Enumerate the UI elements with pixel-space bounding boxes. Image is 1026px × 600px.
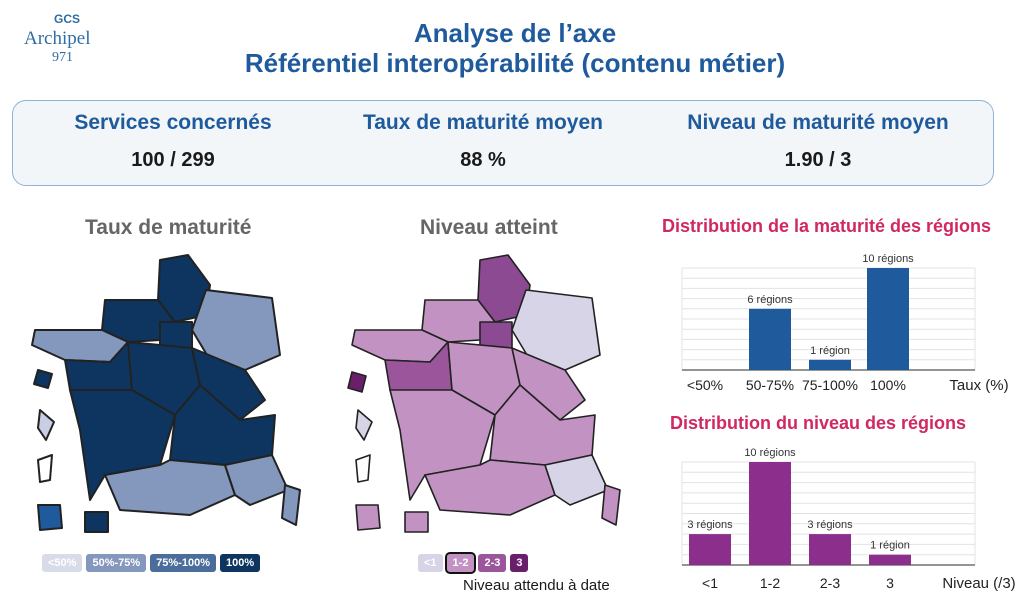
kpi-taux-maturite: Taux de maturité moyen 88 % — [333, 101, 633, 185]
kpi-panel: Services concernés 100 / 299 Taux de mat… — [12, 100, 994, 186]
kpi-label: Services concernés — [74, 111, 272, 134]
logo-gcs-text: GCS — [54, 12, 81, 26]
x-tick-label: 2-3 — [820, 575, 840, 591]
legend-chip-75-100: 75%-100% — [150, 554, 216, 572]
region-paca — [544, 454, 609, 506]
region-ile-de-france — [479, 321, 513, 349]
x-tick-label: 100% — [870, 377, 906, 393]
legend-chip-100: 100% — [219, 554, 261, 572]
x-tick-label: 50-75% — [746, 377, 794, 393]
bar — [689, 534, 731, 565]
x-tick-label: 3 — [886, 575, 894, 591]
region-corse — [601, 484, 621, 526]
data-label: 10 régions — [862, 253, 914, 265]
legend-chip-3: 3 — [510, 554, 529, 572]
bar — [809, 359, 851, 370]
maturity-map — [31, 254, 301, 533]
bar — [809, 534, 851, 565]
chart1-title: Distribution de la maturité des régions — [662, 216, 992, 236]
region-corse — [281, 484, 301, 526]
kpi-services: Services concernés 100 / 299 — [33, 101, 313, 185]
data-label: 1 région — [810, 345, 850, 357]
kpi-value: 88 % — [460, 149, 506, 171]
legend-chip-lt1: <1 — [418, 554, 443, 572]
expected-level-note: Niveau attendu à date — [463, 577, 610, 594]
kpi-niveau-maturite: Niveau de maturité moyen 1.90 / 3 — [653, 101, 983, 185]
page-title-line2: Référentiel interopérabilité (contenu mé… — [244, 48, 786, 78]
region-martinique — [355, 409, 373, 441]
legend-chip-1-2: 1-2 — [444, 552, 477, 574]
region-bourgogne — [191, 347, 266, 421]
level-legend: <1 1-2 2-3 3 — [418, 552, 529, 574]
kpi-label: Niveau de maturité moyen — [687, 111, 949, 134]
x-axis-label: Niveau (/3) — [942, 575, 1015, 592]
region-reunion — [37, 504, 63, 531]
region-reunion — [355, 504, 381, 531]
region-mayotte — [84, 511, 109, 533]
region-guyane — [37, 454, 53, 483]
level-map-title: Niveau atteint — [420, 216, 558, 239]
region-mayotte — [404, 511, 429, 533]
gcs-archipel-logo: GCS Archipel 971 — [22, 12, 114, 72]
maturity-distribution-chart: <50% 6 régions 50-75% 1 région 75-100% 10 rég… — [681, 253, 1009, 394]
bar — [749, 462, 791, 565]
x-tick-label: <1 — [702, 575, 718, 591]
region-bourgogne — [511, 347, 586, 421]
data-label: 10 régions — [744, 447, 796, 459]
maturity-legend: <50% 50%-75% 75%-100% 100% — [42, 554, 261, 572]
logo-number-text: 971 — [52, 50, 73, 65]
bar — [749, 308, 791, 370]
legend-chip-lt50: <50% — [42, 554, 83, 572]
bar — [867, 268, 909, 370]
page-title-line1: Analyse de l’axe — [413, 18, 617, 48]
x-tick-label: 1-2 — [760, 575, 780, 591]
x-axis-label: Taux (%) — [949, 377, 1008, 394]
region-guyane — [355, 454, 371, 483]
region-paca — [224, 454, 289, 506]
region-guadeloupe — [347, 371, 367, 393]
legend-chip-2-3: 2-3 — [478, 554, 507, 572]
x-tick-label: 75-100% — [802, 377, 858, 393]
logo-name-text: Archipel — [24, 28, 91, 49]
level-map — [347, 254, 621, 533]
kpi-value: 100 / 299 — [131, 149, 215, 171]
region-ile-de-france — [159, 321, 193, 349]
kpi-label: Taux de maturité moyen — [362, 111, 603, 134]
kpi-value: 1.90 / 3 — [784, 149, 852, 171]
chart2-title: Distribution du niveau des régions — [670, 413, 967, 433]
legend-chip-50-75: 50%-75% — [86, 554, 147, 572]
data-label: 6 régions — [747, 294, 793, 306]
data-label: 3 régions — [807, 519, 853, 531]
region-guadeloupe — [33, 369, 53, 389]
region-martinique — [37, 409, 55, 441]
level-distribution-chart: 3 régions <1 10 régions 1-2 3 régions 2-3 1 ré… — [681, 447, 1016, 592]
data-label: 3 régions — [687, 519, 733, 531]
bar — [869, 554, 911, 565]
maturity-map-title: Taux de maturité — [85, 216, 252, 239]
x-tick-label: <50% — [687, 377, 723, 393]
data-label: 1 région — [870, 540, 910, 552]
